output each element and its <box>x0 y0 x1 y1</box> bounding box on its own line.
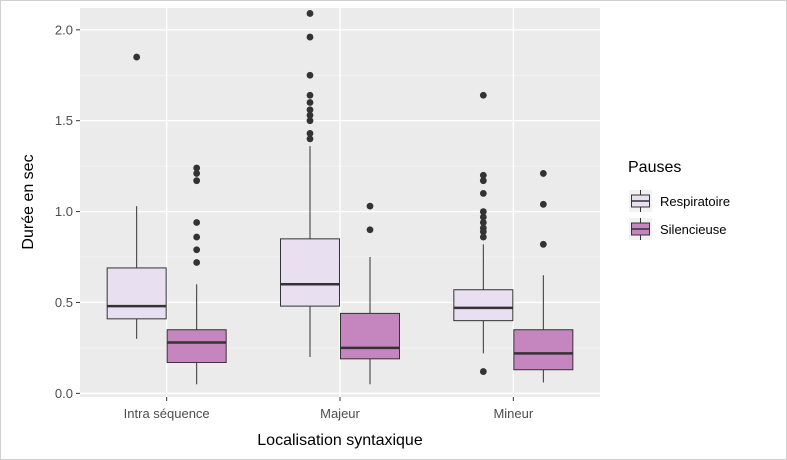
outlier-point <box>479 91 487 99</box>
outlier-point <box>193 177 201 185</box>
x-tick-label: Majeur <box>320 406 360 421</box>
outlier-point <box>366 226 374 234</box>
outlier-point <box>479 219 487 226</box>
box-respiratoire-0 <box>106 53 167 339</box>
outlier-point <box>133 53 141 61</box>
outlier-point <box>306 117 314 125</box>
legend-label: Silencieuse <box>660 222 727 237</box>
outlier-point <box>193 219 201 226</box>
y-tick-label: 0.0 <box>55 386 73 401</box>
outlier-point <box>479 208 487 215</box>
outlier-point <box>306 10 314 17</box>
y-axis: 0.0 0.5 1.0 1.5 2.0 <box>55 22 80 401</box>
outlier-point <box>479 233 487 241</box>
y-tick-label: 0.5 <box>55 295 73 310</box>
outlier-point <box>306 111 314 119</box>
x-tick-label: Mineur <box>493 406 533 421</box>
y-tick-label: 2.0 <box>55 22 73 37</box>
box-iqr <box>453 289 514 322</box>
x-axis: Intra séquence Majeur Mineur <box>124 397 534 421</box>
outlier-point <box>479 224 487 232</box>
legend-item-respiratoire: Respiratoire <box>629 190 730 212</box>
y-tick-label: 1.0 <box>55 204 73 219</box>
outlier-point <box>306 71 314 79</box>
outlier-point <box>306 135 314 143</box>
boxes <box>106 10 574 385</box>
outlier-point <box>479 171 487 179</box>
outlier-point <box>306 91 314 99</box>
outlier-point <box>539 170 547 177</box>
box-iqr <box>280 238 340 307</box>
box-iqr <box>340 312 400 360</box>
y-axis-title: Durée en sec <box>20 154 37 249</box>
outlier-point <box>193 170 201 177</box>
x-tick-label: Intra séquence <box>124 406 210 421</box>
outlier-point <box>306 33 314 41</box>
legend-title: Pauses <box>628 159 681 176</box>
outlier-point <box>306 99 314 106</box>
outlier-point <box>193 246 201 254</box>
outlier-point <box>539 200 547 208</box>
outlier-point <box>366 202 374 210</box>
box-silencieuse-0 <box>166 164 227 385</box>
outlier-point <box>193 259 201 266</box>
y-tick-label: 1.5 <box>55 113 73 128</box>
box-iqr <box>106 267 167 320</box>
box-silencieuse-2 <box>513 170 574 383</box>
box-respiratoire-2 <box>453 91 514 375</box>
outlier-point <box>306 106 314 114</box>
outlier-point <box>479 190 487 197</box>
legend: Pauses Respiratoire Silencieuse <box>628 159 730 240</box>
outlier-point <box>479 177 487 185</box>
outlier-point <box>306 130 314 137</box>
legend-label: Respiratoire <box>660 194 730 209</box>
x-axis-title: Localisation syntaxique <box>257 432 423 449</box>
box-silencieuse-1 <box>340 202 400 385</box>
legend-item-silencieuse: Silencieuse <box>629 218 727 240</box>
box-iqr <box>166 329 227 363</box>
outlier-point <box>479 213 487 221</box>
outlier-point <box>193 164 201 172</box>
box-iqr <box>513 329 574 371</box>
outlier-point <box>539 240 547 248</box>
outlier-point <box>193 233 201 241</box>
outlier-point <box>479 368 487 375</box>
box-respiratoire-1 <box>280 10 340 358</box>
